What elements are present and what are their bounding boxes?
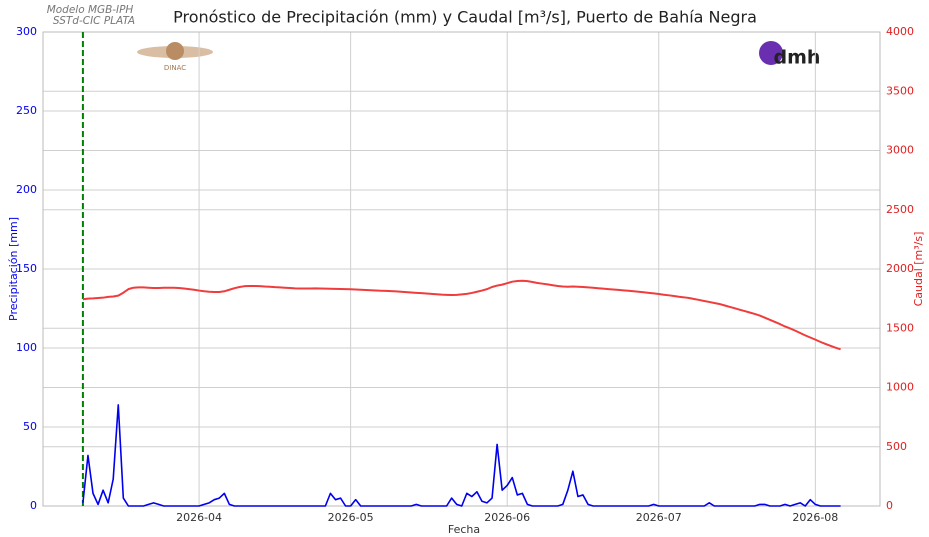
x-axis-label: Fecha [448, 523, 480, 536]
logo-text: DINAC [164, 64, 186, 72]
y-tick-label: 100 [16, 341, 37, 354]
y2-tick-label: 500 [886, 440, 907, 453]
y-tick-label: 300 [16, 25, 37, 38]
x-tick-label: 2026-04 [176, 511, 222, 524]
y-axis-label: Precipitación [mm] [7, 217, 20, 321]
x-tick-label: 2026-07 [636, 511, 682, 524]
x-tick-label: 2026-06 [484, 511, 530, 524]
y2-tick-label: 2500 [886, 203, 914, 216]
y2-tick-label: 3500 [886, 84, 914, 97]
dmh-logo: dmh [759, 41, 820, 69]
y-tick-label: 200 [16, 183, 37, 196]
y2-tick-label: 1500 [886, 321, 914, 334]
chart-title: Pronóstico de Precipitación (mm) y Cauda… [173, 8, 757, 27]
series-line [82, 404, 841, 507]
y-tick-label: 250 [16, 104, 37, 117]
annotation: SSTd-CIC PLATA [53, 15, 135, 27]
annotation: Modelo MGB-IPH [47, 4, 134, 16]
y2-tick-label: 4000 [886, 25, 914, 38]
x-tick-label: 2026-08 [792, 511, 838, 524]
y-tick-label: 50 [23, 420, 37, 433]
dinac-logo: DINAC [137, 42, 213, 72]
y2-axis-label: Caudal [m³/s] [912, 232, 925, 307]
y2-tick-label: 0 [886, 499, 893, 512]
logo-text: dmh [774, 47, 821, 69]
y2-tick-label: 2000 [886, 262, 914, 275]
y-tick-label: 0 [30, 499, 37, 512]
series-line [82, 279, 841, 351]
y2-tick-label: 3000 [886, 144, 914, 157]
x-tick-label: 2026-05 [328, 511, 374, 524]
y-tick-label: 150 [16, 262, 37, 275]
y2-tick-label: 1000 [886, 381, 914, 394]
